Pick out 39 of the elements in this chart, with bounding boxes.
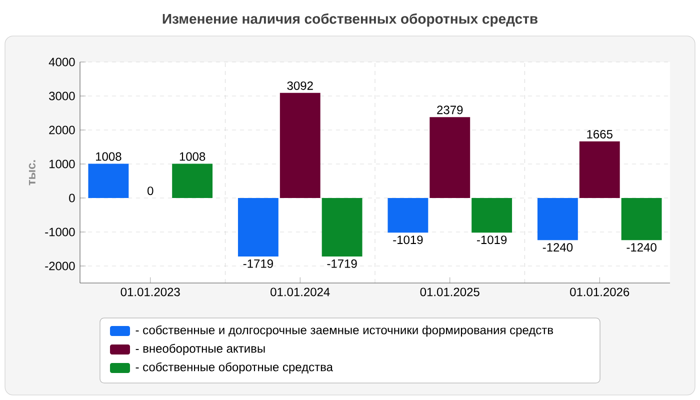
data-label: -1019: [477, 236, 507, 244]
bar: [388, 198, 428, 233]
data-label: -1719: [243, 259, 273, 268]
x-tick-label: 01.01.2025: [420, 288, 480, 296]
data-label: 1008: [180, 152, 206, 161]
bar: [172, 164, 213, 198]
data-label: -1240: [626, 243, 656, 252]
bar: [238, 198, 278, 256]
data-label: -1719: [327, 259, 357, 268]
data-label: 0: [148, 186, 154, 196]
data-label: -1019: [393, 236, 423, 244]
y-tick-label: 0: [69, 194, 75, 202]
bar: [579, 141, 620, 198]
bar: [621, 198, 662, 240]
x-tick-label: 01.01.2024: [270, 288, 330, 296]
data-label: 1665: [587, 130, 612, 138]
bar: [88, 164, 129, 198]
chart-title: Изменение наличия собственных оборотных средств: [162, 13, 538, 27]
bar: [537, 198, 578, 240]
data-label: 3092: [287, 81, 313, 90]
y-axis-title: тыс.: [28, 160, 36, 186]
y-tick-label: -2000: [45, 262, 75, 270]
legend-label: - внеоборотные активы: [136, 344, 265, 356]
bar: [322, 198, 362, 256]
data-label: 1008: [96, 152, 122, 161]
legend-label: - собственные и долгосрочные заемные источники формирования средств: [136, 325, 554, 337]
y-tick-label: -1000: [45, 228, 75, 236]
y-tick-label: 2000: [49, 126, 75, 134]
data-label: -1240: [542, 243, 573, 252]
legend-label: - собственные оборотные средства: [136, 362, 333, 374]
x-tick-label: 01.01.2023: [120, 288, 180, 296]
bar: [472, 198, 512, 233]
bar: [430, 117, 470, 198]
y-tick-label: 4000: [48, 58, 75, 66]
bar: [280, 92, 320, 198]
y-tick-label: 1000: [50, 160, 75, 168]
y-tick-label: 3000: [49, 92, 75, 100]
x-tick-label: 01.01.2026: [570, 288, 630, 296]
data-label: 2379: [437, 106, 463, 114]
